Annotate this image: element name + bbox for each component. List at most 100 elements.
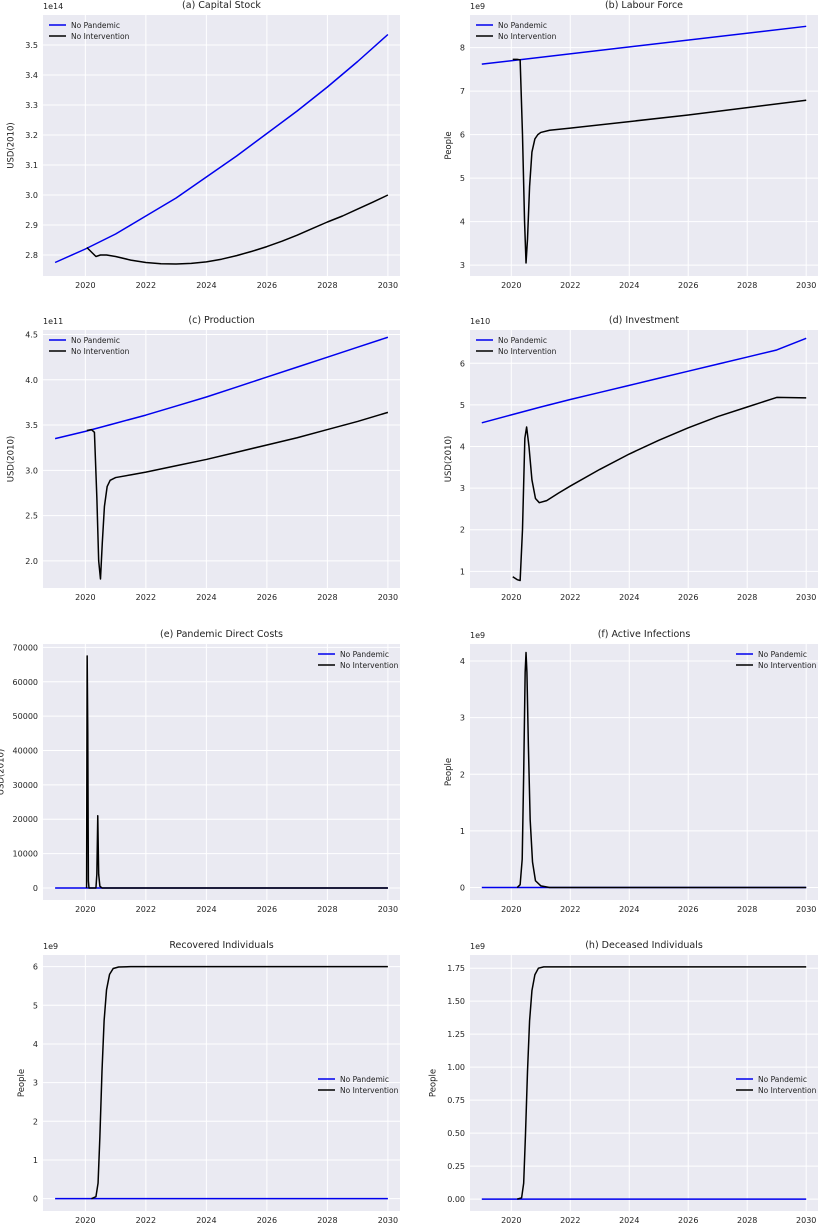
axis-multiplier: 1e10 <box>470 317 490 326</box>
y-tick-label: 0 <box>33 1195 38 1204</box>
x-tick-label: 2022 <box>560 1216 580 1225</box>
y-tick-label: 2 <box>460 770 465 779</box>
y-axis-label: People <box>17 1069 27 1097</box>
x-tick-label: 2026 <box>678 593 698 602</box>
legend: No Pandemic No Intervention <box>49 21 130 41</box>
legend-entry: No Intervention <box>758 661 817 670</box>
plot-area <box>470 955 818 1211</box>
legend-entry: No Intervention <box>71 32 130 41</box>
legend-entry: No Pandemic <box>71 336 120 345</box>
x-tick-label: 2030 <box>378 281 398 290</box>
y-tick-label: 0.00 <box>447 1195 465 1204</box>
x-tick-label: 2020 <box>75 281 95 290</box>
x-tick-label: 2024 <box>196 905 216 914</box>
x-tick-label: 2030 <box>378 1216 398 1225</box>
y-tick-label: 3.2 <box>25 131 38 140</box>
series-line-no-pandemic <box>481 337 807 424</box>
y-tick-label: 2 <box>33 1117 38 1126</box>
legend-entry: No Intervention <box>340 661 399 670</box>
y-tick-label: 4.0 <box>25 376 38 385</box>
chart-deceased-individuals: 2020 2022 2024 2026 2028 2030 0.00 0.25 0.50 0.75… <box>429 940 818 1225</box>
legend: No Pandemic No Intervention <box>49 336 130 356</box>
chart-recovered-individuals: 2020 2022 2024 2026 2028 2030 0 1 2 3 4 5 6 Recovered… <box>17 940 400 1225</box>
legend-entry: No Pandemic <box>498 21 547 30</box>
x-tick-label: 2026 <box>678 905 698 914</box>
y-tick-label: 50000 <box>13 712 38 721</box>
series-line-no-intervention <box>512 396 807 582</box>
legend-entry: No Pandemic <box>758 1075 807 1084</box>
y-tick-label: 4 <box>460 657 465 666</box>
y-tick-label: 60000 <box>13 678 38 687</box>
axis-multiplier: 1e9 <box>470 942 485 951</box>
axis-multiplier: 1e9 <box>43 942 58 951</box>
y-axis-label: USD(2010) <box>444 436 454 482</box>
plot-area <box>470 330 818 588</box>
y-tick-label: 0 <box>33 884 38 893</box>
y-tick-label: 3.5 <box>25 41 38 50</box>
x-tick-label: 2020 <box>75 593 95 602</box>
y-tick-label: 0.25 <box>447 1162 465 1171</box>
series-line-no-intervention <box>86 411 389 580</box>
x-tick-label: 2022 <box>136 593 156 602</box>
legend-entry: No Intervention <box>498 32 557 41</box>
axis-multiplier: 1e9 <box>470 631 485 640</box>
chart-title: Recovered Individuals <box>169 940 273 951</box>
y-axis-label: USD(2010) <box>0 749 7 795</box>
x-tick-label: 2020 <box>501 905 521 914</box>
x-tick-label: 2024 <box>619 281 639 290</box>
y-tick-label: 3.0 <box>25 466 38 475</box>
y-axis-label: USD(2010) <box>7 122 17 168</box>
y-tick-label: 1 <box>460 567 465 576</box>
x-tick-label: 2020 <box>75 1216 95 1225</box>
x-tick-label: 2028 <box>317 1216 337 1225</box>
chart-active-infections: 2020 2022 2024 2026 2028 2030 0 1 2 3 4 (f) Active … <box>444 629 818 914</box>
x-tick-label: 2022 <box>560 905 580 914</box>
y-tick-label: 70000 <box>13 643 38 652</box>
x-tick-label: 2024 <box>196 281 216 290</box>
x-tick-label: 2022 <box>560 281 580 290</box>
chart-title: (f) Active Infections <box>598 629 691 640</box>
x-tick-label: 2024 <box>619 905 639 914</box>
x-tick-label: 2022 <box>560 593 580 602</box>
axis-multiplier: 1e14 <box>43 2 63 11</box>
chart-pandemic-direct-costs: 2020 2022 2024 2026 2028 2030 0 10000 20000 30000… <box>0 629 400 914</box>
x-tick-label: 2026 <box>257 1216 277 1225</box>
y-tick-label: 3 <box>460 484 465 493</box>
chart-production: 2020 2022 2024 2026 2028 2030 2.0 2.5 3.0 3.5 4.0 4… <box>7 315 400 602</box>
y-tick-label: 1 <box>33 1156 38 1165</box>
series-line-no-intervention <box>86 194 389 265</box>
y-tick-label: 5 <box>460 401 465 410</box>
y-tick-label: 1 <box>460 827 465 836</box>
x-tick-label: 2022 <box>136 905 156 914</box>
x-tick-label: 2028 <box>737 905 757 914</box>
legend-entry: No Intervention <box>340 1086 399 1095</box>
plot-area <box>470 644 818 900</box>
y-tick-label: 3.4 <box>25 71 38 80</box>
y-tick-label: 1.50 <box>447 997 465 1006</box>
legend-entry: No Pandemic <box>498 336 547 345</box>
plot-area <box>43 15 400 276</box>
legend: No Pandemic No Intervention <box>476 21 557 41</box>
y-tick-label: 3 <box>460 714 465 723</box>
chart-investment: 2020 2022 2024 2026 2028 2030 1 2 3 4 5 6 (d) Invest… <box>444 315 818 602</box>
plot-area <box>43 644 400 900</box>
chart-title: (c) Production <box>188 315 254 326</box>
y-tick-label: 4 <box>460 443 465 452</box>
chart-title: (h) Deceased Individuals <box>585 940 703 951</box>
y-tick-label: 1.00 <box>447 1063 465 1072</box>
y-tick-label: 2 <box>460 526 465 535</box>
chart-title: (d) Investment <box>609 315 680 326</box>
legend: No Pandemic No Intervention <box>476 336 557 356</box>
y-tick-label: 3.5 <box>25 421 38 430</box>
y-tick-label: 0.75 <box>447 1096 465 1105</box>
chart-capital-stock: 2020 2022 2024 2026 2028 2030 2.8 2.9 3.0 3.1 3.2 3… <box>7 0 400 290</box>
x-tick-label: 2020 <box>501 1216 521 1225</box>
legend: No Pandemic No Intervention <box>318 1075 399 1095</box>
x-tick-label: 2030 <box>796 281 816 290</box>
chart-title: (e) Pandemic Direct Costs <box>160 629 283 640</box>
x-tick-label: 2026 <box>257 281 277 290</box>
plot-area <box>43 330 400 588</box>
y-tick-label: 0.50 <box>447 1129 465 1138</box>
legend-entry: No Pandemic <box>71 21 120 30</box>
y-tick-label: 8 <box>460 44 465 53</box>
